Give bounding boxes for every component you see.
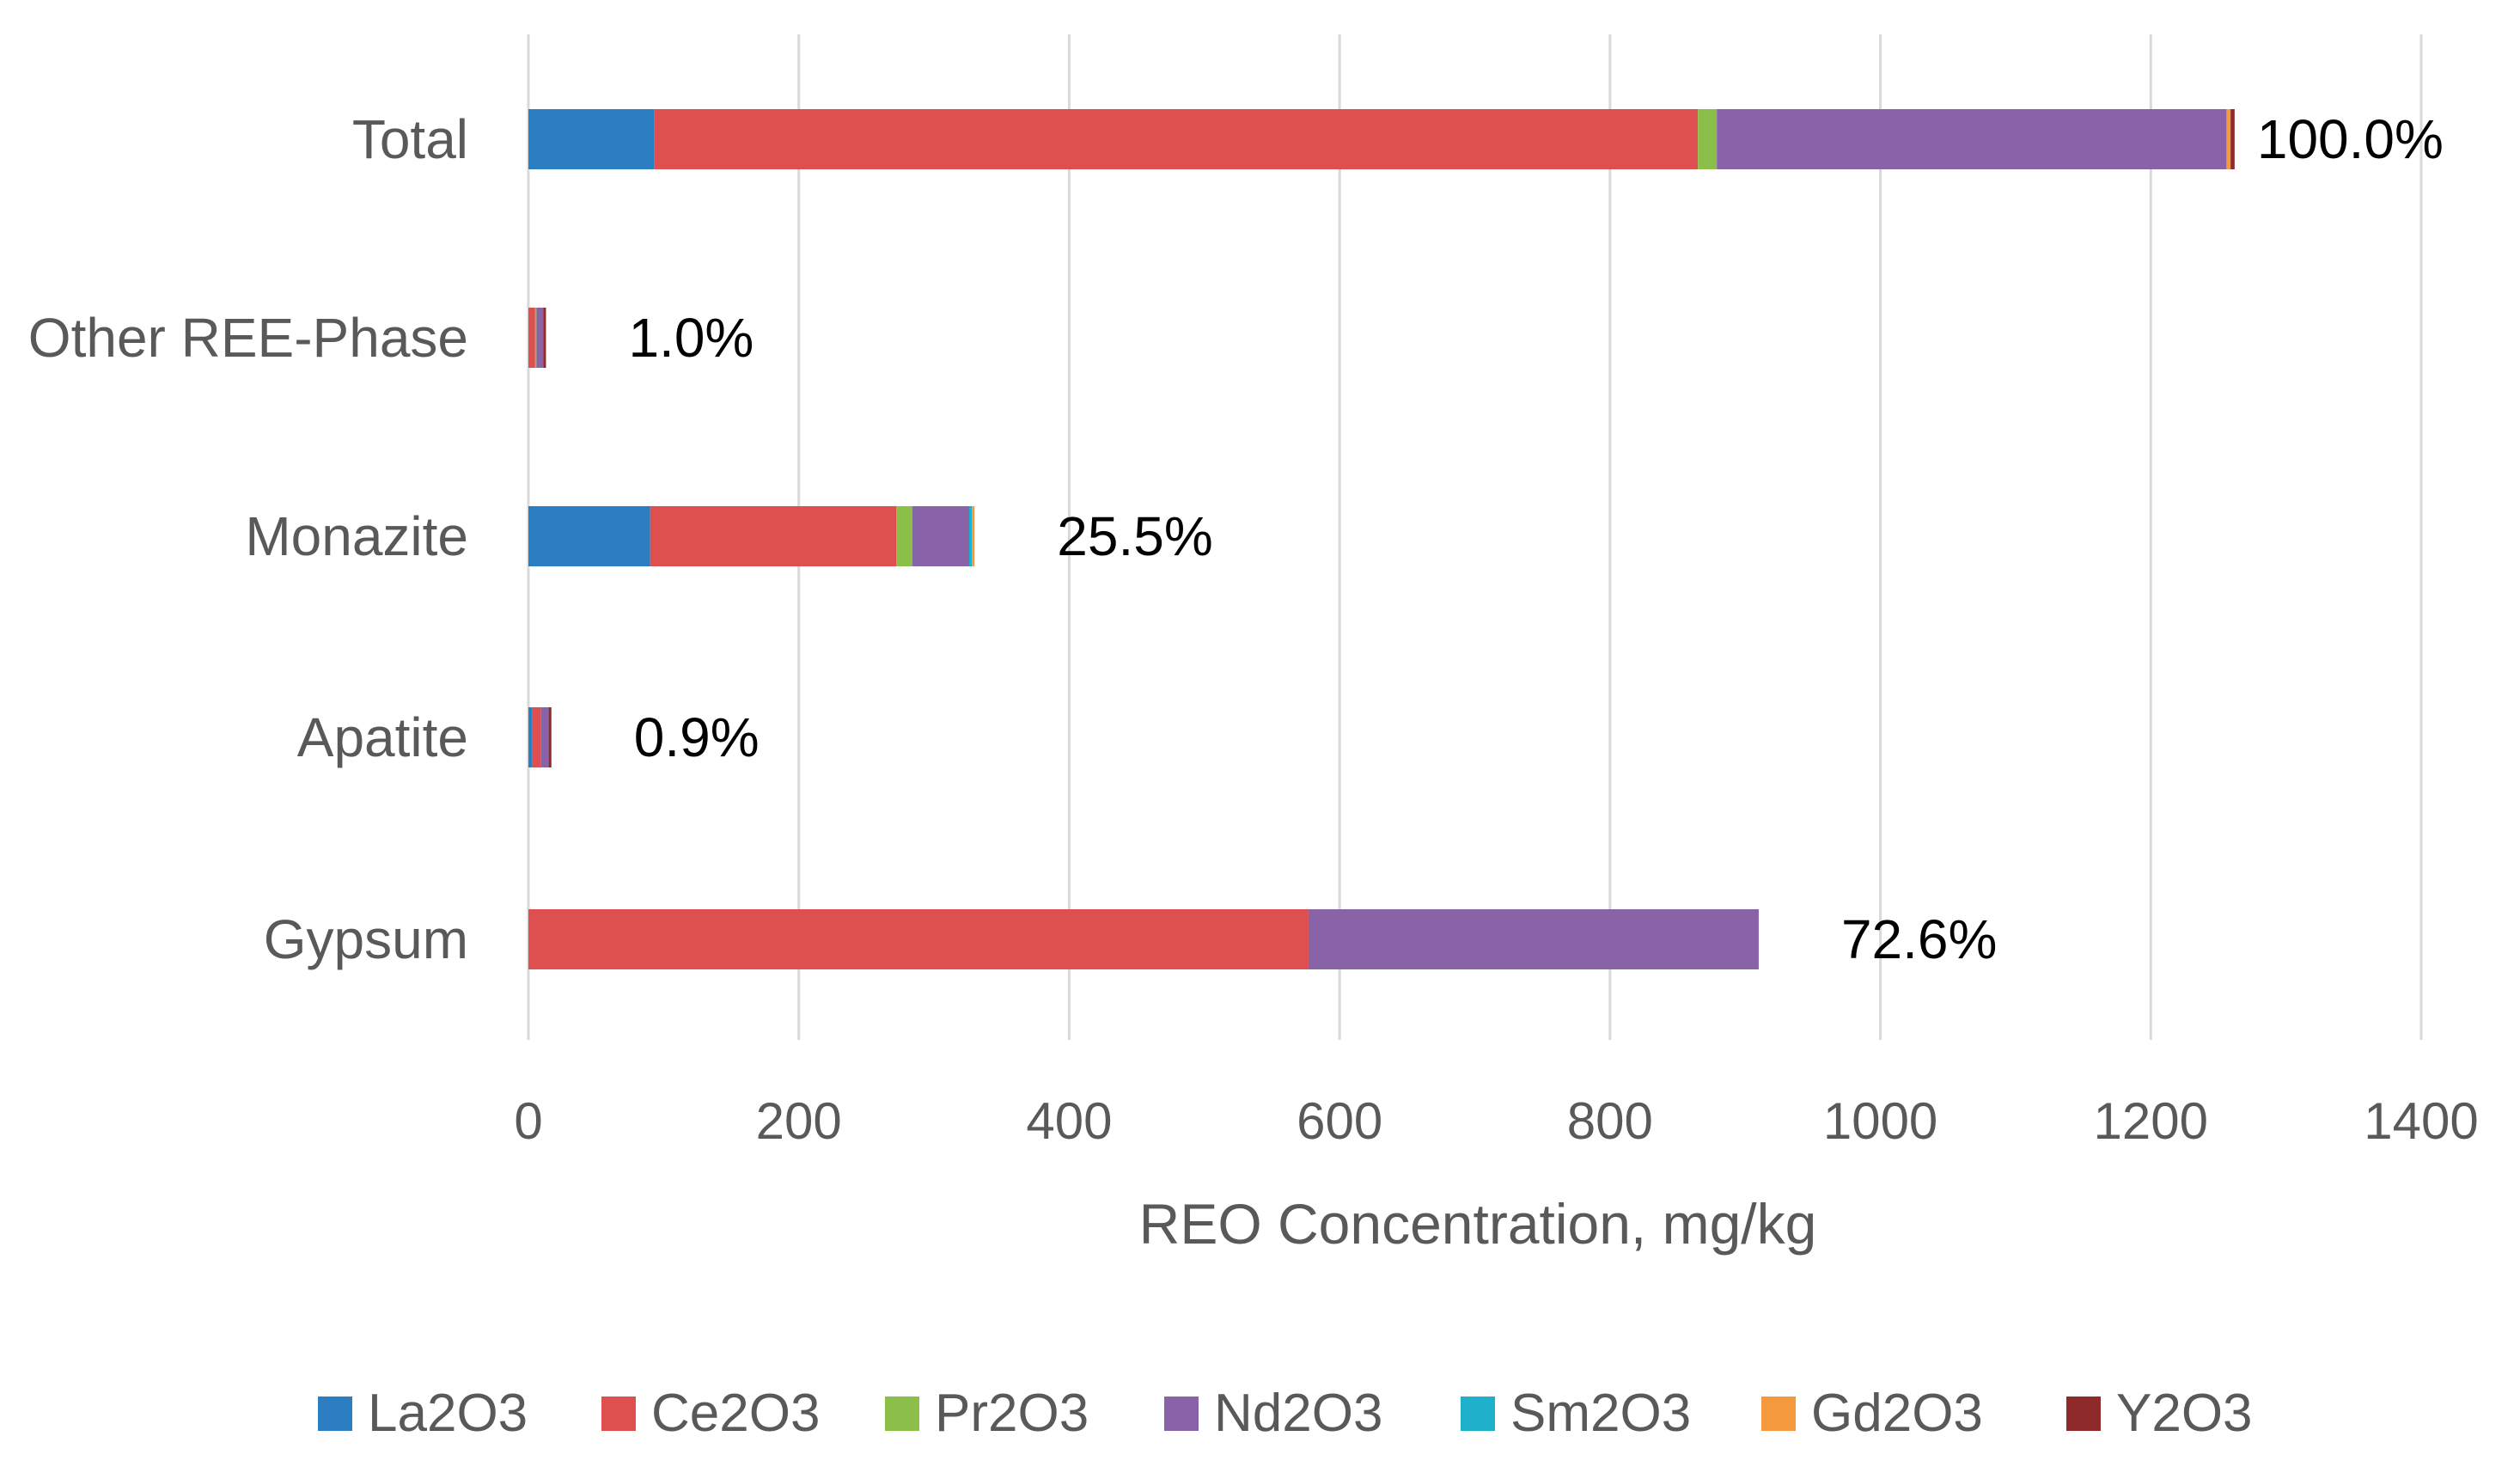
bar-segment-Ce2O3-apatite — [532, 707, 541, 767]
bar-segment-Nd2O3-apatite — [540, 707, 549, 767]
data-label: 0.9% — [634, 706, 760, 768]
category-label: Monazite — [245, 505, 468, 567]
data-label: 100.0% — [2257, 108, 2444, 170]
legend-swatch-Y2O3 — [2066, 1397, 2101, 1431]
category-label: Gypsum — [264, 908, 468, 970]
legend-swatch-Gd2O3 — [1761, 1397, 1796, 1431]
x-tick-label: 400 — [1026, 1092, 1112, 1150]
data-label: 72.6% — [1841, 908, 1997, 970]
legend-label-Pr2O3: Pr2O3 — [935, 1384, 1089, 1443]
bar-segment-Nd2O3-total — [1717, 109, 2227, 169]
legend-swatch-La2O3 — [318, 1397, 352, 1431]
legend-label-Sm2O3: Sm2O3 — [1510, 1384, 1691, 1443]
bar-segment-Nd2O3-other-ree-phase — [536, 308, 544, 368]
category-label: Total — [352, 108, 468, 170]
data-labels: 100.0% 1.0% 25.5% 0.9% 72.6% — [628, 108, 2443, 970]
category-label: Apatite — [297, 706, 468, 768]
bar-segment-La2O3-monazite — [528, 506, 650, 566]
bar-segment-La2O3-total — [528, 109, 655, 169]
bar-segment-Ce2O3-total — [654, 109, 1699, 169]
bar-segment-Y2O3-other-ree-phase — [543, 308, 546, 368]
x-tick-label: 200 — [756, 1092, 842, 1150]
legend-label-Gd2O3: Gd2O3 — [1811, 1384, 1983, 1443]
bar-segment-Nd2O3-gypsum — [1308, 909, 1759, 969]
legend-swatch-Nd2O3 — [1164, 1397, 1199, 1431]
bar-segment-Gd2O3-monazite — [972, 506, 975, 566]
bar-segment-Y2O3-total — [2230, 109, 2235, 169]
x-tick-labels: 0 200 400 600 800 1000 1200 1400 — [514, 1092, 2478, 1150]
legend-label-Ce2O3: Ce2O3 — [651, 1384, 820, 1443]
x-tick-label: 1400 — [2364, 1092, 2478, 1150]
gridlines — [527, 34, 2423, 1040]
bar-segment-Y2O3-apatite — [548, 707, 552, 767]
legend-label-La2O3: La2O3 — [368, 1384, 528, 1443]
bar-segment-Pr2O3-monazite — [896, 506, 912, 566]
bar-segment-Gd2O3-total — [2226, 109, 2231, 169]
legend-label-Y2O3: Y2O3 — [2116, 1384, 2253, 1443]
bar-segment-Ce2O3-other-ree-phase — [528, 308, 535, 368]
x-tick-label: 0 — [514, 1092, 542, 1150]
x-axis-title: REO Concentration, mg/kg — [1139, 1192, 1817, 1256]
data-label: 25.5% — [1057, 505, 1212, 567]
data-label: 1.0% — [628, 307, 754, 369]
bar-segment-Ce2O3-monazite — [650, 506, 897, 566]
bar-segment-Pr2O3-other-ree-phase — [534, 308, 537, 368]
category-label: Other REE-Phase — [28, 307, 468, 369]
x-tick-label: 1200 — [2094, 1092, 2208, 1150]
x-tick-label: 1000 — [1823, 1092, 1937, 1150]
x-tick-label: 600 — [1297, 1092, 1382, 1150]
bar-segment-Sm2O3-monazite — [968, 506, 973, 566]
legend-label-Nd2O3: Nd2O3 — [1214, 1384, 1382, 1443]
bar-segment-Nd2O3-monazite — [912, 506, 969, 566]
bar-segment-Pr2O3-total — [1698, 109, 1718, 169]
legend-swatch-Pr2O3 — [885, 1397, 919, 1431]
x-tick-label: 800 — [1567, 1092, 1653, 1150]
bar-segment-La2O3-apatite — [528, 707, 533, 767]
legend-swatch-Ce2O3 — [601, 1397, 636, 1431]
bars — [528, 109, 2235, 969]
legend: La2O3 Ce2O3 Pr2O3 Nd2O3 Sm2O3 Gd2O3 Y2O3 — [318, 1384, 2253, 1443]
category-labels: Total Other REE-Phase Monazite Apatite Gypsu… — [28, 108, 468, 970]
legend-swatch-Sm2O3 — [1461, 1397, 1495, 1431]
bar-segment-Ce2O3-gypsum — [528, 909, 1309, 969]
